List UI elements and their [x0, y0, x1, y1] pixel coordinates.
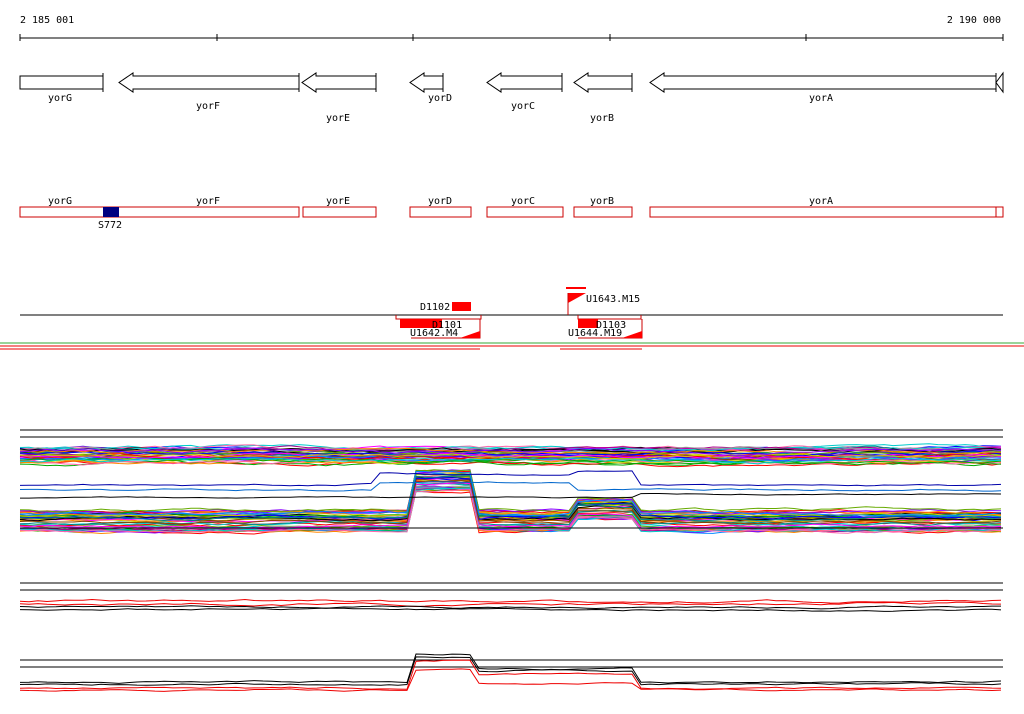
profile-line [19, 605, 1001, 610]
gene-yorG[interactable]: yorG [19, 73, 104, 104]
probe-U1642.M4[interactable]: U1642.M4 [410, 319, 481, 339]
profile-line [19, 668, 1002, 692]
probe-label: U1644.M19 [568, 328, 622, 339]
gene-yorB[interactable]: yorB [573, 72, 633, 124]
segment-label: yorE [326, 196, 350, 207]
profile-lines-summary-2 [19, 653, 1002, 692]
segment-label: yorA [809, 196, 833, 207]
segment-yorB[interactable]: yorB [573, 196, 633, 218]
profile-line [19, 469, 1002, 513]
profile-line [19, 469, 1002, 515]
feature-label: S772 [98, 220, 122, 231]
profile-line [19, 470, 1002, 516]
gene-track: yorG yorF yorE yorD yorC yorB [19, 71, 1004, 124]
profile-line [19, 482, 1002, 530]
profile-lines-middle [19, 469, 1002, 535]
segment-yorD[interactable]: yorD [409, 196, 472, 218]
segment-yorC[interactable]: yorC [486, 196, 564, 218]
probe-label: U1642.M4 [410, 328, 458, 339]
coordinate-ruler: 2 185 001 2 190 000 [19, 15, 1004, 41]
gene-label: yorD [428, 93, 452, 104]
probe-U1644.M19[interactable]: U1644.M19 [568, 319, 643, 339]
segment-track: yorG yorF S772 yorE yorD yorC yorB yorA [19, 196, 1004, 231]
probe-track: D1102 D1101 U1642.M4 U1643.M15 D1103 [0, 287, 1024, 350]
expression-track-summary-1 [19, 582, 1003, 612]
gene-label: yorC [511, 101, 535, 112]
profile-lines-top [19, 443, 1002, 468]
profile-line [20, 472, 1002, 518]
gene-yorC[interactable]: yorC [486, 72, 563, 112]
gene-yorA[interactable]: yorA [649, 71, 1004, 104]
profile-line [19, 489, 1002, 534]
probe-D1102[interactable]: D1102 [420, 302, 471, 313]
profile-line [19, 659, 1002, 691]
gene-label: yorB [590, 113, 614, 124]
profile-line [19, 470, 1002, 517]
profile-line [19, 458, 1002, 466]
profile-line [19, 450, 1002, 457]
profile-line [19, 447, 1002, 456]
segment-label: yorD [428, 196, 452, 207]
profile-line [19, 653, 1002, 684]
profile-line [20, 493, 1002, 499]
profile-line [19, 445, 1002, 452]
ruler-end-label: 2 190 000 [947, 15, 1001, 26]
profile-line [19, 457, 1002, 465]
profile-line [19, 607, 1002, 612]
ruler-start-label: 2 185 001 [20, 15, 74, 26]
segment-label: yorF [196, 196, 220, 207]
gene-label: yorE [326, 113, 350, 124]
profile-line [19, 656, 1002, 686]
profile-line [19, 480, 1002, 525]
profile-line [19, 601, 1002, 608]
profile-line [19, 470, 1002, 487]
gene-yorD[interactable]: yorD [409, 72, 452, 104]
segment-label: yorB [590, 196, 614, 207]
probe-D1103[interactable]: D1103 [577, 315, 642, 331]
feature-block-S772[interactable] [103, 207, 119, 217]
expression-track-multi [19, 429, 1003, 535]
segment-yorA[interactable]: yorA [649, 196, 1004, 218]
segment-yorG[interactable]: yorG [19, 196, 105, 218]
gene-label: yorF [196, 101, 220, 112]
profile-line [19, 487, 1002, 533]
segment-label: yorC [511, 196, 535, 207]
expression-track-summary-2 [19, 653, 1003, 692]
probe-U1643.M15[interactable]: U1643.M15 [566, 287, 640, 315]
segment-label: yorG [48, 196, 72, 207]
profile-line [19, 598, 1002, 604]
gene-label: yorA [809, 93, 833, 104]
gene-label: yorG [48, 93, 72, 104]
probe-label: U1643.M15 [586, 294, 640, 305]
probe-D1101[interactable]: D1101 [395, 315, 482, 331]
profile-line [19, 481, 1002, 492]
gene-yorF[interactable]: yorF [118, 72, 300, 112]
probe-label: D1101 [432, 320, 462, 331]
profile-lines-summary-1 [19, 598, 1002, 612]
profile-line [19, 453, 1002, 460]
segment-yorF[interactable]: yorF [103, 196, 300, 218]
segment-yorE[interactable]: yorE [302, 196, 377, 218]
probe-label: D1102 [420, 302, 450, 313]
probe-label: D1103 [596, 320, 626, 331]
gene-yorE[interactable]: yorE [301, 72, 377, 124]
